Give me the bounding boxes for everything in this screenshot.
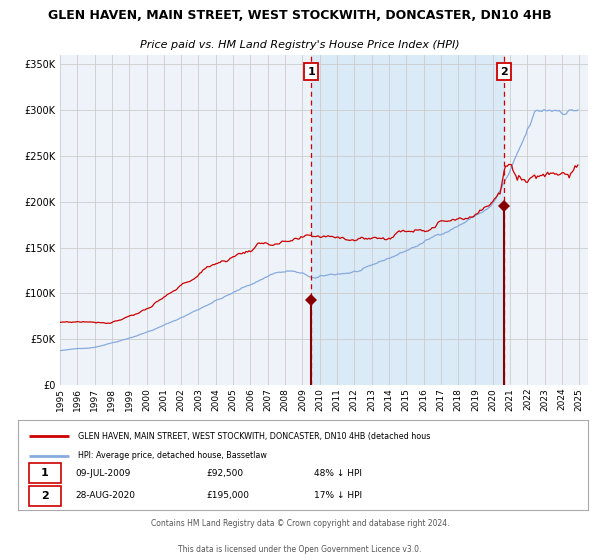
Text: 28-AUG-2020: 28-AUG-2020: [75, 491, 135, 500]
FancyBboxPatch shape: [29, 463, 61, 483]
Text: £195,000: £195,000: [206, 491, 249, 500]
Text: Contains HM Land Registry data © Crown copyright and database right 2024.: Contains HM Land Registry data © Crown c…: [151, 519, 449, 528]
Text: 48% ↓ HPI: 48% ↓ HPI: [314, 469, 362, 478]
Text: 2: 2: [500, 67, 508, 77]
FancyBboxPatch shape: [29, 486, 61, 506]
Text: 1: 1: [307, 67, 315, 77]
Text: £92,500: £92,500: [206, 469, 243, 478]
Text: HPI: Average price, detached house, Bassetlaw: HPI: Average price, detached house, Bass…: [78, 451, 267, 460]
Text: This data is licensed under the Open Government Licence v3.0.: This data is licensed under the Open Gov…: [178, 545, 422, 554]
Text: 09-JUL-2009: 09-JUL-2009: [75, 469, 130, 478]
Text: 17% ↓ HPI: 17% ↓ HPI: [314, 491, 362, 500]
Text: GLEN HAVEN, MAIN STREET, WEST STOCKWITH, DONCASTER, DN10 4HB (detached hous: GLEN HAVEN, MAIN STREET, WEST STOCKWITH,…: [78, 432, 430, 441]
Bar: [311, 55, 504, 385]
Text: GLEN HAVEN, MAIN STREET, WEST STOCKWITH, DONCASTER, DN10 4HB: GLEN HAVEN, MAIN STREET, WEST STOCKWITH,…: [48, 9, 552, 22]
Text: Price paid vs. HM Land Registry's House Price Index (HPI): Price paid vs. HM Land Registry's House …: [140, 40, 460, 50]
Text: 2: 2: [41, 491, 49, 501]
Text: 1: 1: [41, 468, 49, 478]
